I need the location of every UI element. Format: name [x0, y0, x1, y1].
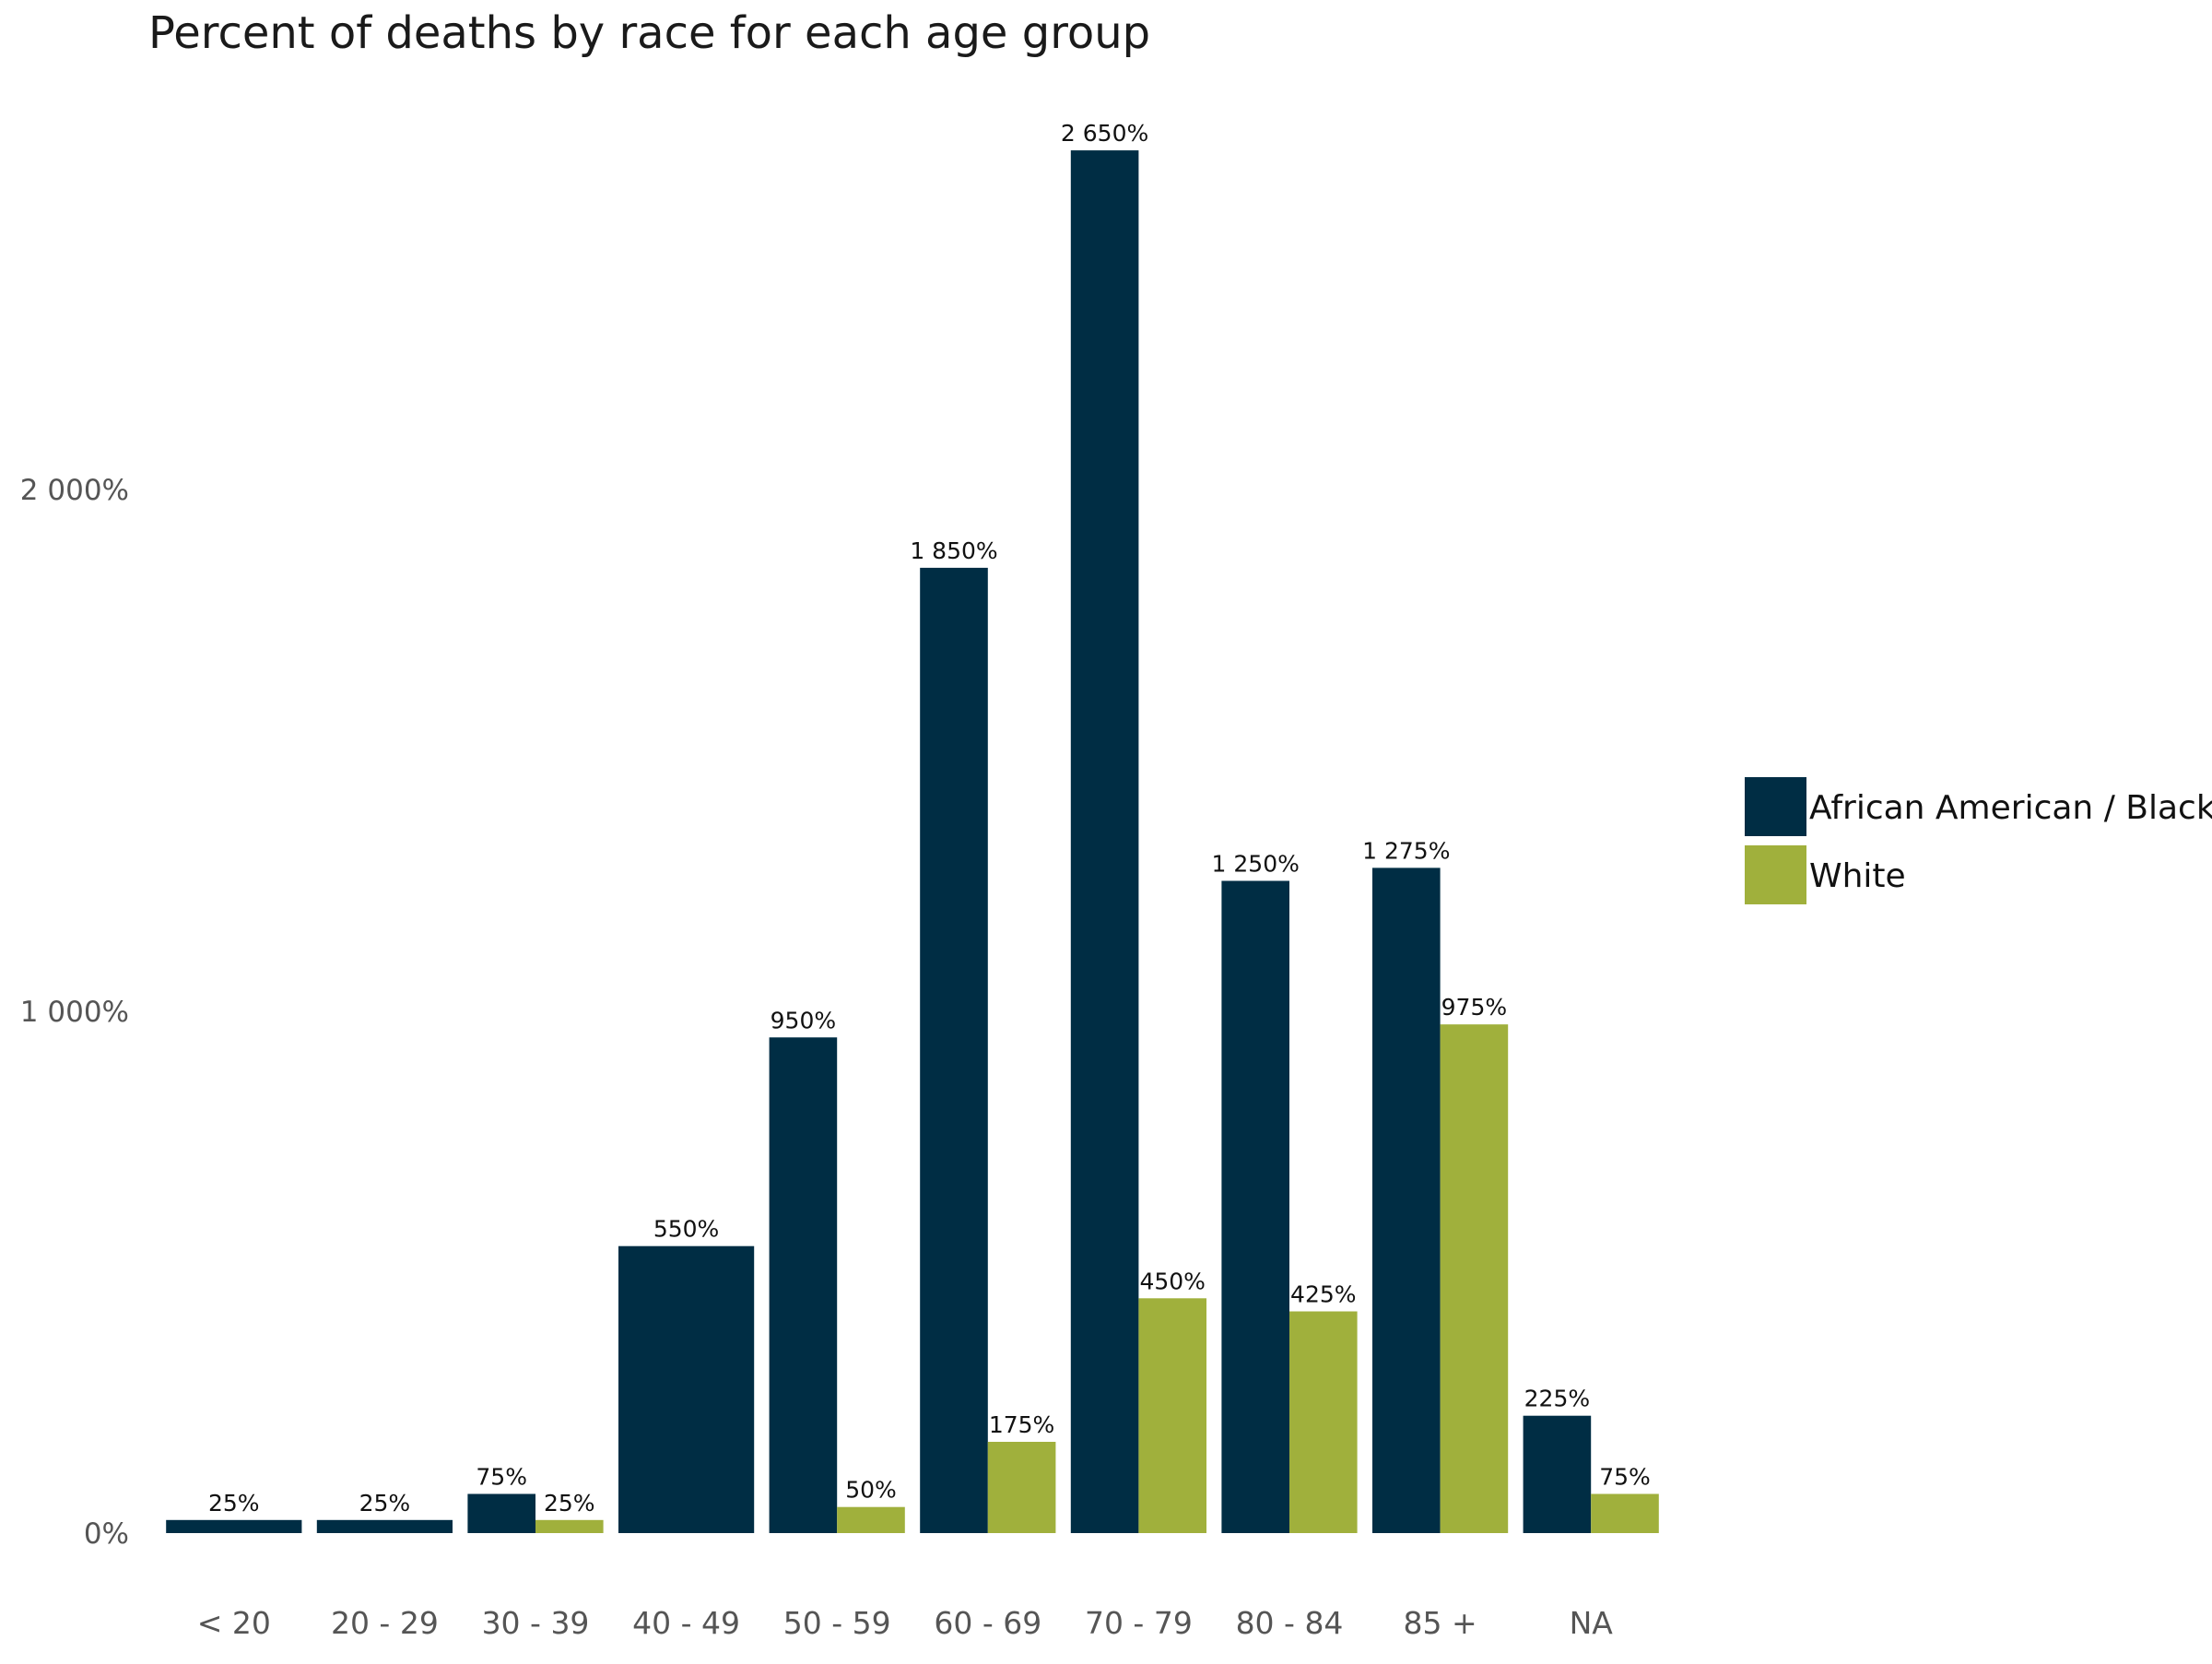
- legend-label: African American / Black: [1809, 789, 2212, 827]
- data-label: 1 850%: [910, 537, 997, 564]
- x-tick-label: 80 - 84: [1236, 1605, 1344, 1641]
- data-label: 450%: [1139, 1268, 1205, 1294]
- bar-african-american-black: [1523, 1415, 1592, 1533]
- y-tick-label: 2 000%: [20, 474, 129, 507]
- bar-african-american-black: [618, 1245, 755, 1533]
- data-label: 975%: [1441, 994, 1507, 1021]
- bar-african-american-black: [316, 1519, 453, 1533]
- data-label: 75%: [476, 1464, 527, 1491]
- bar-white: [535, 1519, 604, 1533]
- bar-white: [1138, 1298, 1206, 1533]
- data-label: 550%: [653, 1216, 719, 1243]
- data-label: 25%: [208, 1490, 260, 1516]
- y-tick-label: 0%: [84, 1517, 129, 1551]
- y-tick-label: 1 000%: [20, 996, 129, 1029]
- data-label: 1 275%: [1362, 837, 1450, 864]
- data-label: 425%: [1290, 1281, 1356, 1308]
- bar-african-american-black: [467, 1493, 535, 1533]
- bar-african-american-black: [1221, 880, 1289, 1533]
- x-tick-label: 20 - 29: [331, 1605, 439, 1641]
- bar-african-american-black: [920, 567, 988, 1533]
- x-tick-label: 30 - 39: [482, 1605, 590, 1641]
- legend-label: White: [1809, 857, 1906, 895]
- bar-african-american-black: [1070, 150, 1139, 1534]
- data-label: 950%: [771, 1007, 836, 1033]
- chart-title: Percent of deaths by race for each age g…: [148, 7, 1151, 59]
- x-tick-label: 60 - 69: [934, 1605, 1041, 1641]
- x-tick-label: 50 - 59: [783, 1605, 891, 1641]
- data-label: 225%: [1524, 1386, 1590, 1412]
- bar-african-american-black: [166, 1519, 302, 1533]
- data-label: 1 250%: [1212, 851, 1300, 878]
- bar-white: [837, 1506, 905, 1533]
- x-tick-label: 85 +: [1404, 1605, 1477, 1641]
- legend-swatch-african-american-black: [1745, 777, 1806, 836]
- data-label: 25%: [544, 1490, 595, 1516]
- data-label: 75%: [1599, 1464, 1651, 1491]
- data-label: 25%: [359, 1490, 411, 1516]
- x-tick-label: < 20: [197, 1605, 271, 1641]
- x-tick-label: NA: [1570, 1605, 1614, 1641]
- x-tick-label: 70 - 79: [1085, 1605, 1193, 1641]
- bar-african-american-black: [769, 1037, 838, 1533]
- data-label: 50%: [845, 1477, 897, 1504]
- bar-african-american-black: [1372, 867, 1441, 1533]
- bar-white: [1289, 1311, 1358, 1533]
- bar-white: [1591, 1493, 1659, 1533]
- data-label: 175%: [989, 1411, 1054, 1438]
- legend-swatch-white: [1745, 845, 1806, 904]
- bar-white: [1440, 1024, 1509, 1533]
- x-tick-label: 40 - 49: [632, 1605, 740, 1641]
- bar-white: [987, 1442, 1056, 1533]
- data-label: 2 650%: [1061, 120, 1148, 147]
